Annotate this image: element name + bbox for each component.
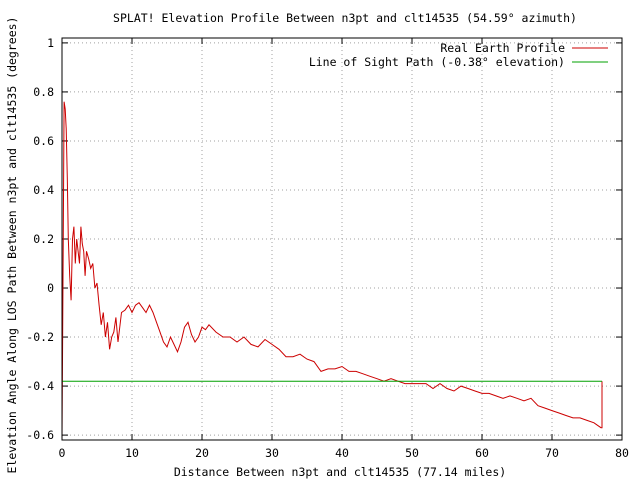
y-tick-label: 0	[47, 281, 54, 295]
y-tick-label: 1	[47, 36, 54, 50]
y-tick-label: 0.2	[33, 232, 54, 246]
y-tick-labels: -0.6 -0.4 -0.2 0 0.2 0.4 0.6 0.8 1	[26, 36, 54, 442]
y-tick-label: -0.6	[26, 428, 54, 442]
x-tick-label: 60	[475, 446, 489, 460]
x-tick-label: 80	[615, 446, 629, 460]
x-tick-label: 20	[195, 446, 209, 460]
data-series	[61, 101, 603, 441]
plot-frame	[61, 37, 623, 441]
y-tick-label: 0.4	[33, 183, 54, 197]
y-tick-label: -0.2	[26, 330, 54, 344]
x-tick-label: 70	[545, 446, 559, 460]
y-tick-label: 0.6	[33, 134, 54, 148]
legend: Real Earth Profile Line of Sight Path (-…	[309, 41, 608, 69]
y-tick-label: -0.4	[26, 379, 54, 393]
x-tick-labels: 0 10 20 30 40 50 60 70 80	[59, 446, 629, 460]
legend-label-line-of-sight: Line of Sight Path (-0.38° elevation)	[309, 55, 565, 69]
legend-label-real-earth-profile: Real Earth Profile	[440, 41, 565, 55]
x-axis-label: Distance Between n3pt and clt14535 (77.1…	[174, 465, 506, 479]
x-tick-label: 10	[125, 446, 139, 460]
chart-title: SPLAT! Elevation Profile Between n3pt an…	[113, 11, 577, 25]
x-tick-label: 30	[265, 446, 279, 460]
x-tick-label: 0	[59, 446, 66, 460]
x-tick-label: 40	[335, 446, 349, 460]
y-tick-label: 0.8	[33, 85, 54, 99]
y-axis-label: Elevation Angle Along LOS Path Between n…	[5, 17, 19, 474]
series-line-real-earth-profile	[61, 101, 603, 441]
x-tick-label: 50	[405, 446, 419, 460]
